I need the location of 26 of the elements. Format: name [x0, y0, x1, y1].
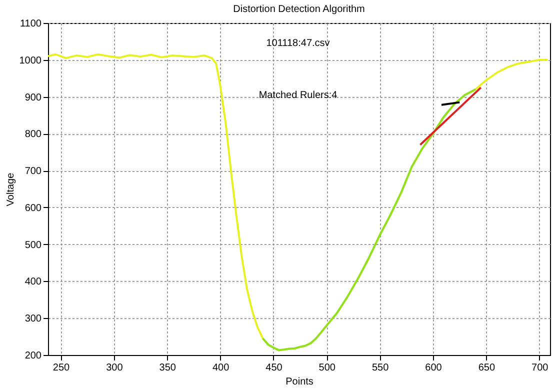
y-tick-label: 400 [24, 276, 42, 288]
x-tick-label: 650 [478, 362, 496, 374]
annotation: Matched Rulers:4 [258, 90, 338, 101]
x-tick-label: 400 [212, 362, 230, 374]
x-tick-label: 350 [159, 362, 176, 374]
y-tick-label: 500 [24, 240, 42, 251]
y-tick-label: 900 [24, 92, 42, 104]
y-tick-label: 700 [24, 166, 42, 178]
y-tick-label: 600 [24, 202, 42, 214]
x-tick-label: 250 [52, 362, 70, 374]
x-tick-label: 600 [425, 362, 442, 374]
x-tick-label: 500 [318, 362, 336, 374]
x-tick-label: 300 [106, 362, 124, 374]
chart-title: Distortion Detection Algorithm [233, 4, 365, 15]
y-tick-label: 1000 [19, 55, 42, 66]
y-tick-label: 300 [24, 314, 42, 325]
y-tick-label: 1100 [20, 18, 42, 30]
y-tick-label: 200 [24, 350, 42, 362]
annotation: 101118:47.csv [266, 38, 330, 49]
x-tick-label: 550 [372, 362, 390, 374]
line-series [262, 88, 477, 352]
y-axis-title: Voltage [5, 172, 16, 206]
y-tick-label: 800 [24, 129, 42, 140]
x-tick-label: 700 [532, 362, 549, 374]
x-axis-title: Points [286, 376, 314, 388]
x-tick-label: 450 [266, 362, 283, 374]
